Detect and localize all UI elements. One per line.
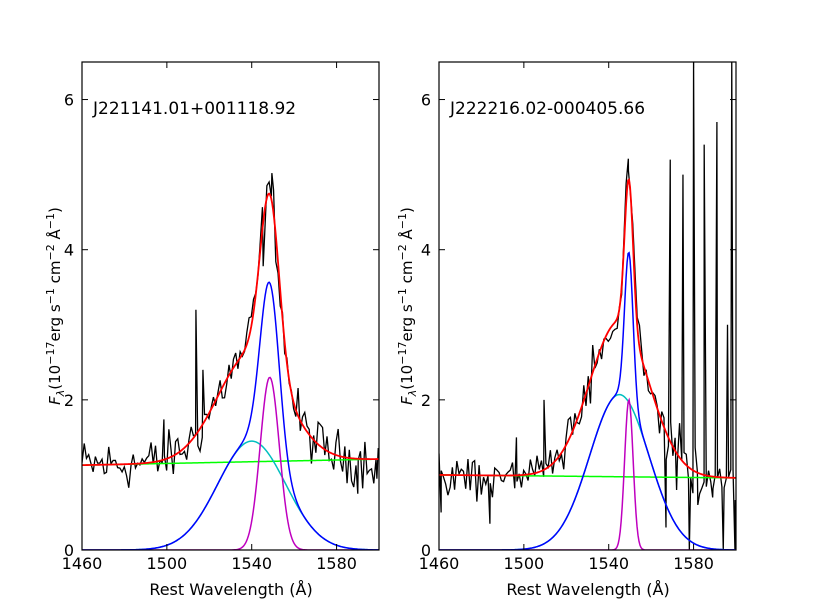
- right-y-tick-label-2: 2: [421, 391, 431, 410]
- right-y-axis: Fλ(10−17erg s−1 cm−2 Å−1): [396, 207, 419, 405]
- left-x-tick-label-1500: 1500: [146, 554, 187, 573]
- left-panel: Fλ(10−17erg s−1 cm−2 Å−1) Rest Wavelengt…: [44, 61, 380, 599]
- right-object-label: J222216.02-000405.66: [449, 99, 645, 119]
- left-x-axis-label: Rest Wavelength (Å): [149, 580, 312, 599]
- right-observed-spectrum: [439, 62, 736, 550]
- left-total-fit: [82, 192, 379, 467]
- right-y-tick-label-6: 6: [421, 91, 431, 110]
- right-x-tick-label-1500: 1500: [503, 554, 544, 573]
- left-y-axis: Fλ(10−17erg s−1 cm−2 Å−1): [44, 207, 67, 405]
- left-y-tick-label-6: 6: [64, 91, 74, 110]
- right-x-axis-label: Rest Wavelength (Å): [506, 580, 669, 599]
- right-x-tick-label-1460: 1460: [419, 554, 460, 573]
- right-panel: Fλ(10−17erg s−1 cm−2 Å−1) Rest Wavelengt…: [396, 61, 737, 599]
- left-axes-frame: [81, 61, 380, 551]
- right-y-tick-label-0: 0: [421, 541, 431, 560]
- left-object-label: J221141.01+001118.92: [92, 99, 296, 119]
- left-x-tick-label-1460: 1460: [62, 554, 103, 573]
- right-axes-frame: [438, 61, 737, 551]
- left-y-tick-label-4: 4: [64, 241, 74, 260]
- right-y-tick-label-4: 4: [421, 241, 431, 260]
- right-x-tick-label-1580: 1580: [673, 554, 714, 573]
- left-y-axis-label: Fλ(10−17erg s−1 cm−2 Å−1): [44, 207, 67, 405]
- left-y-tick-label-2: 2: [64, 391, 74, 410]
- left-x-tick-label-1580: 1580: [316, 554, 357, 573]
- right-y-axis-label: Fλ(10−17erg s−1 cm−2 Å−1): [396, 207, 419, 405]
- right-x-tick-label-1540: 1540: [588, 554, 629, 573]
- right-total-fit: [439, 177, 736, 479]
- left-x-tick-label-1540: 1540: [231, 554, 272, 573]
- left-y-tick-label-0: 0: [64, 541, 74, 560]
